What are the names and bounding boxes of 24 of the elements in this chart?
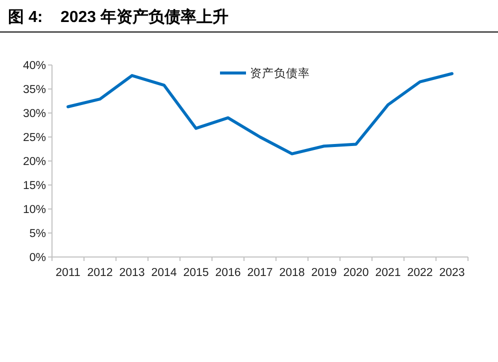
x-tick-label: 2022 <box>407 267 433 279</box>
y-tick-label: 0% <box>29 252 46 264</box>
x-tick-label: 2016 <box>215 267 241 279</box>
x-tick-label: 2023 <box>439 267 465 279</box>
x-tick-label: 2012 <box>87 267 113 279</box>
y-tick-label: 35% <box>22 84 46 96</box>
x-tick-label: 2014 <box>151 267 178 279</box>
y-tick-label: 30% <box>22 108 46 120</box>
x-tick-label: 2015 <box>183 267 209 279</box>
x-tick-label: 2011 <box>56 267 80 279</box>
x-tick-label: 2019 <box>311 267 337 279</box>
y-tick-label: 5% <box>29 228 46 240</box>
y-tick-label: 20% <box>22 156 46 168</box>
y-tick-label: 15% <box>22 180 46 192</box>
chart-title: 图 4: 2023 年资产负债率上升 <box>8 7 228 26</box>
legend-label: 资产负债率 <box>250 66 310 80</box>
y-tick-label: 25% <box>22 132 46 144</box>
x-tick-label: 2017 <box>247 267 273 279</box>
x-tick-label: 2013 <box>119 267 145 279</box>
y-tick-label: 40% <box>22 60 46 72</box>
x-tick-label: 2020 <box>343 267 369 279</box>
y-tick-label: 10% <box>22 204 46 216</box>
x-tick-label: 2018 <box>279 267 305 279</box>
x-tick-label: 2021 <box>375 267 401 279</box>
